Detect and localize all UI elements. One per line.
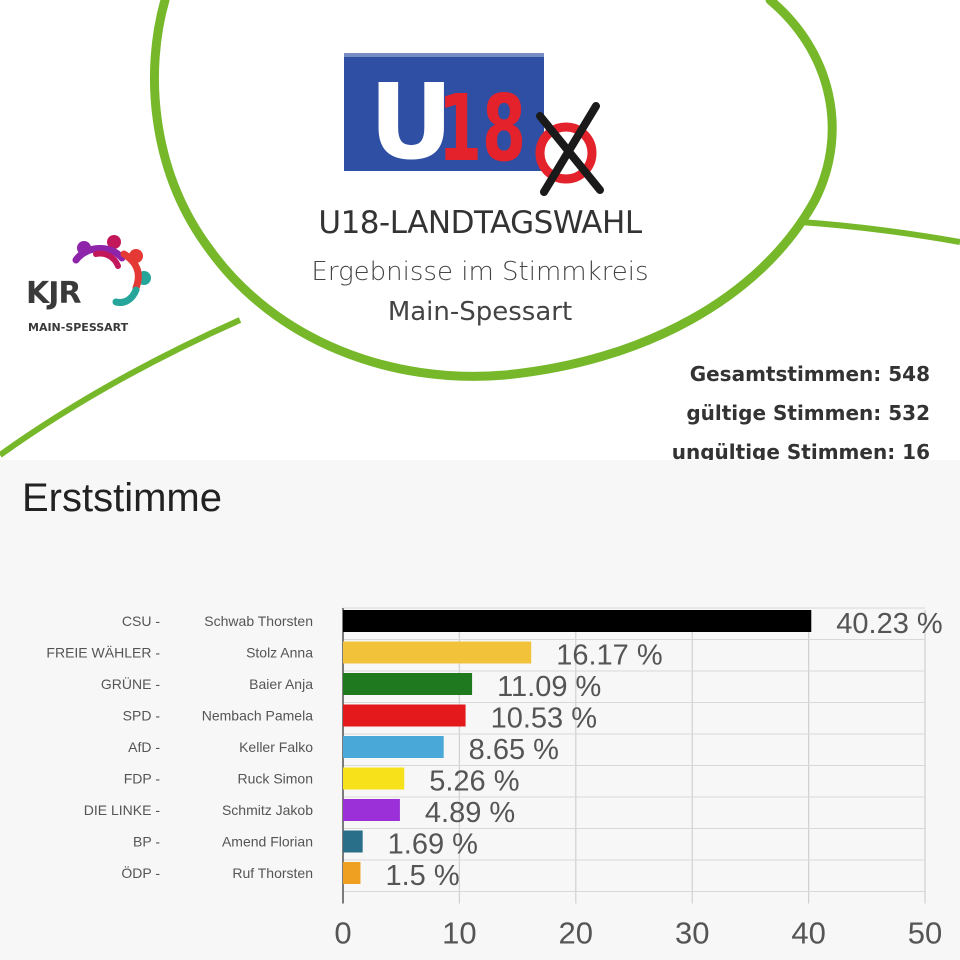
bar xyxy=(343,830,363,853)
green-line-left xyxy=(0,317,242,458)
bar-value-label: 10.53 % xyxy=(491,703,597,735)
bar xyxy=(343,736,444,758)
chart-panel xyxy=(0,460,960,960)
bar xyxy=(343,641,532,664)
page-subtitle-line-2: Main-Spessart xyxy=(387,297,573,327)
bar-party-label: GRÜNE - xyxy=(101,675,160,692)
page-subtitle-line-1: Ergebnisse im Stimmkreis xyxy=(311,257,649,287)
bar-party-label: SPD - xyxy=(123,708,161,724)
bar-party-label: FDP - xyxy=(124,771,161,787)
bar-candidate-label: Stolz Anna xyxy=(246,645,313,661)
u18-logo-blue-panel xyxy=(344,53,544,171)
bar-value-label: 40.23 % xyxy=(836,608,942,640)
bar xyxy=(343,799,400,821)
total-votes: Gesamtstimmen: 548 xyxy=(689,362,930,386)
valid-votes: gültige Stimmen: 532 xyxy=(686,401,930,425)
x-tick-label: 0 xyxy=(334,916,351,951)
bar xyxy=(343,767,405,790)
bar-value-label: 1.5 % xyxy=(385,860,459,892)
bar-party-label: ÖDP - xyxy=(121,864,160,881)
bar-candidate-label: Nembach Pamela xyxy=(202,708,313,724)
u18-logo-18: 18 xyxy=(438,75,526,182)
kjr-logo-text: KJR xyxy=(26,276,82,311)
bar-party-label: DIE LINKE - xyxy=(84,802,161,818)
bar-party-label: AfD - xyxy=(128,739,160,755)
x-tick-label: 30 xyxy=(675,916,709,951)
x-tick-label: 10 xyxy=(442,916,476,951)
bar xyxy=(343,862,361,884)
bar-party-label: CSU - xyxy=(122,613,160,629)
x-tick-label: 40 xyxy=(791,916,825,951)
kjr-logo-subtext: MAIN-SPESSART xyxy=(28,321,129,334)
ballot-circle-icon xyxy=(535,122,597,184)
chart-title: Erststimme xyxy=(22,476,222,520)
bar xyxy=(343,610,812,632)
page-headline: U18-LANDTAGSWAHL xyxy=(318,205,642,241)
x-tick-label: 20 xyxy=(559,916,593,951)
bar-value-label: 16.17 % xyxy=(556,640,662,672)
bar-candidate-label: Amend Florian xyxy=(222,834,313,850)
bar xyxy=(343,704,466,727)
u18-logo-u: U xyxy=(369,61,453,183)
green-line-right xyxy=(799,219,960,245)
bar-candidate-label: Ruf Thorsten xyxy=(232,865,313,881)
green-blob-outline xyxy=(149,0,837,381)
bar-candidate-label: Schwab Thorsten xyxy=(204,613,313,629)
bar-value-label: 8.65 % xyxy=(469,734,559,766)
bar-candidate-label: Ruck Simon xyxy=(238,771,313,787)
x-tick-label: 50 xyxy=(908,916,942,951)
bar-value-label: 1.69 % xyxy=(388,829,478,861)
bar xyxy=(343,673,473,695)
kjr-logo-figures xyxy=(72,235,151,306)
bar-party-label: BP - xyxy=(133,834,160,850)
green-curve-decoration xyxy=(0,0,960,458)
u18-logo: U 18 xyxy=(344,53,604,196)
bar-value-label: 4.89 % xyxy=(425,797,515,829)
bar-chart: CSU - Schwab Thorsten 40.23 % FREIE WÄHLER … xyxy=(46,607,943,951)
bar-candidate-label: Keller Falko xyxy=(239,739,313,755)
bar-candidate-label: Baier Anja xyxy=(249,676,313,692)
bar-value-label: 5.26 % xyxy=(429,766,519,798)
bar-candidate-label: Schmitz Jakob xyxy=(222,802,313,818)
bar-value-label: 11.09 % xyxy=(497,671,601,703)
bar-party-label: FREIE WÄHLER - xyxy=(46,645,160,661)
